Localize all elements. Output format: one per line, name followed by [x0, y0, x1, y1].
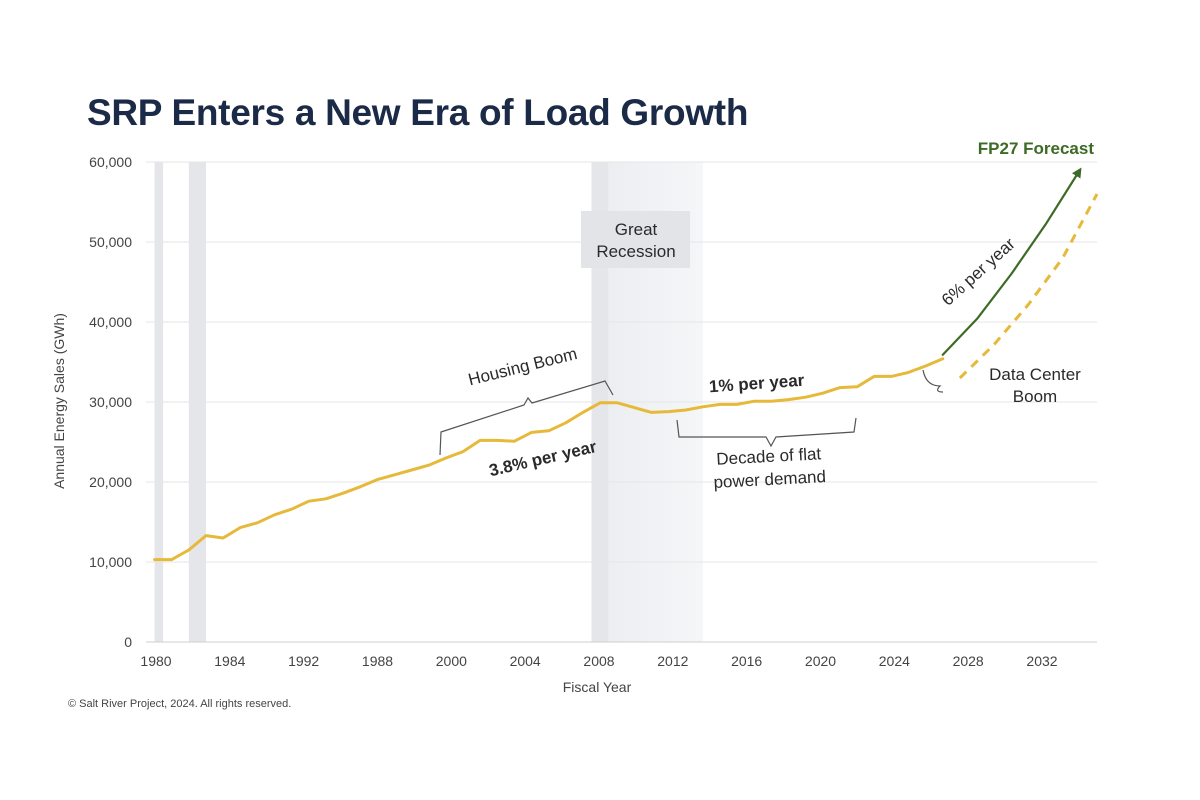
- x-tick-label-2: 1992: [288, 653, 319, 669]
- x-tick-label-12: 2032: [1026, 653, 1057, 669]
- y-tick-label-4: 40,000: [89, 314, 132, 330]
- x-tick-label-8: 2016: [731, 653, 762, 669]
- y-tick-label-2: 20,000: [89, 474, 132, 490]
- x-tick-label-1: 1984: [214, 653, 245, 669]
- y-tick-label-0: 0: [124, 634, 132, 650]
- x-tick-label-0: 1980: [140, 653, 171, 669]
- y-tick-label-1: 10,000: [89, 554, 132, 570]
- x-tick-label-7: 2012: [657, 653, 688, 669]
- copyright-notice: © Salt River Project, 2024. All rights r…: [68, 698, 292, 710]
- series-line-2: [958, 193, 1099, 380]
- x-tick-label-10: 2024: [879, 653, 910, 669]
- x-tick-label-6: 2008: [583, 653, 614, 669]
- housing-boom-label: Housing Boom: [466, 344, 579, 389]
- x-tick-label-3: 1988: [362, 653, 393, 669]
- recession-label-box: [581, 211, 690, 268]
- y-tick-label-3: 30,000: [89, 394, 132, 410]
- forecast-label: FP27 Forecast: [978, 139, 1095, 158]
- series-line-1: [941, 167, 1082, 356]
- flat-decade-bracket: [676, 417, 857, 448]
- x-tick-label-11: 2028: [953, 653, 984, 669]
- x-tick-label-4: 2000: [436, 653, 467, 669]
- x-tick-label-9: 2020: [805, 653, 836, 669]
- data-center-label-line1: Data Center: [989, 365, 1081, 384]
- y-axis-title: Annual Energy Sales (GWh): [51, 313, 67, 489]
- flat-decade-label-line1: Decade of flat: [716, 444, 822, 468]
- y-tick-label-6: 60,000: [89, 154, 132, 170]
- recession-label-line2: Recession: [596, 242, 675, 261]
- flat-decade-label-line2: power demand: [713, 467, 826, 492]
- growth-38-label: 3.8% per year: [487, 437, 598, 480]
- x-tick-label-5: 2004: [510, 653, 541, 669]
- housing-boom-bracket: [439, 380, 614, 456]
- data-center-label-line2: Boom: [1013, 387, 1057, 406]
- y-tick-label-5: 50,000: [89, 234, 132, 250]
- growth-6-label: 6% per year: [938, 234, 1019, 310]
- chart-title: SRP Enters a New Era of Load Growth: [87, 92, 749, 133]
- recession-label-line1: Great: [615, 220, 658, 239]
- x-axis-title: Fiscal Year: [563, 679, 632, 695]
- data-center-bracket: [922, 369, 944, 393]
- growth-1-label: 1% per year: [708, 371, 805, 397]
- series-line-0: [153, 357, 945, 562]
